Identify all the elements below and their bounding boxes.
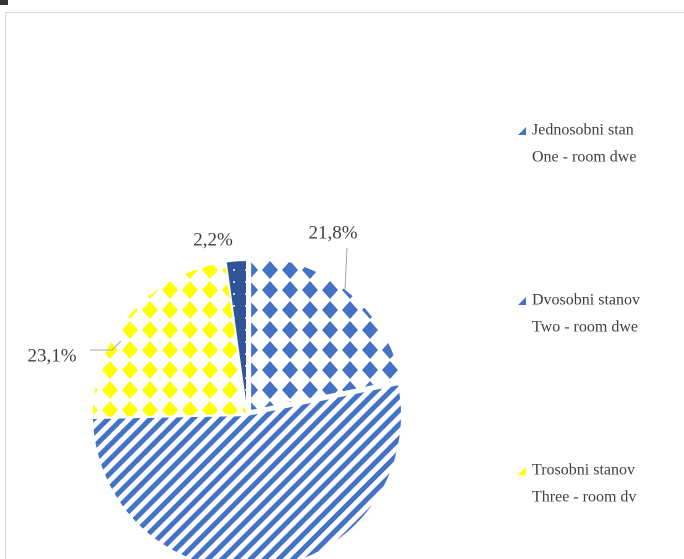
leader-line xyxy=(90,340,122,351)
legend-sublabel: Two - room dwe xyxy=(532,319,638,336)
pie-slice xyxy=(91,260,249,419)
legend-label: Dvosobni stanov xyxy=(532,292,640,309)
legend-label: Jednosobni stan xyxy=(532,122,634,139)
legend-sublabel: One - room dwe xyxy=(532,149,636,166)
pie-slice xyxy=(91,382,403,559)
chart-frame xyxy=(5,12,684,559)
legend-marker xyxy=(518,297,526,305)
legend-marker xyxy=(518,467,526,475)
data-label: 23,1% xyxy=(27,345,76,366)
corner-mark xyxy=(0,0,8,5)
pie-slice xyxy=(249,255,404,413)
legend-sublabel: Three - room dv xyxy=(532,489,636,506)
legend-label: Trosobni stanov xyxy=(532,462,635,479)
data-label: 21,8% xyxy=(308,222,357,243)
data-label: 2,2% xyxy=(193,229,233,250)
pie-slice xyxy=(224,258,248,416)
legend-marker xyxy=(518,127,526,135)
leader-line xyxy=(344,247,348,291)
